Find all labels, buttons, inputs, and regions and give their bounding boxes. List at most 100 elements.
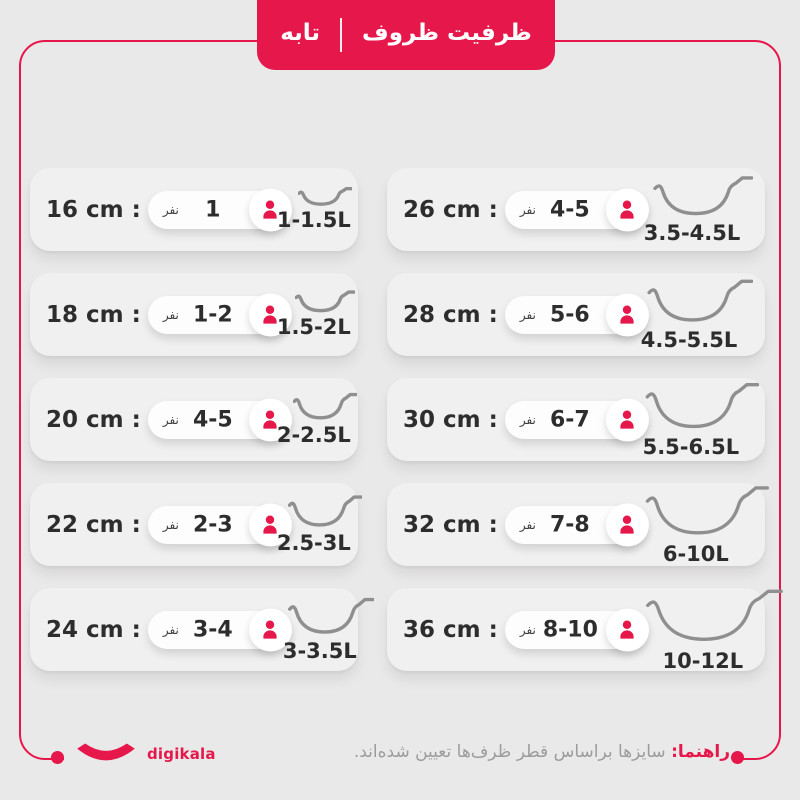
person-icon bbox=[620, 620, 634, 639]
frying-pan-icon bbox=[645, 586, 783, 648]
persons-count: 8-10 bbox=[542, 617, 598, 642]
pan-size-card: 26 cm : نفر 4-5 3.5-4.5L bbox=[387, 168, 765, 251]
diameter-label: 16 cm : bbox=[46, 196, 141, 223]
frame-end-dot-right bbox=[731, 751, 744, 764]
pan-size-card: 22 cm : نفر 2-3 2.5-3L bbox=[30, 483, 358, 566]
persons-pill: نفر 1-2 bbox=[147, 293, 292, 336]
person-badge bbox=[605, 293, 649, 336]
banner-divider bbox=[340, 18, 343, 52]
persons-pill: نفر 1 bbox=[147, 188, 292, 231]
person-badge bbox=[248, 503, 292, 546]
diameter-label: 20 cm : bbox=[46, 406, 141, 433]
pan-capacity: 6-10L bbox=[645, 483, 769, 566]
persons-unit-label: نفر bbox=[519, 307, 536, 322]
diameter-label: 26 cm : bbox=[403, 196, 498, 223]
footer-guide-text: راهنما: سایزها براساس قطر ظرف‌ها تعیین ش… bbox=[354, 742, 730, 762]
persons-pill: نفر 6-7 bbox=[504, 398, 649, 441]
digikala-brand: digikala bbox=[74, 742, 216, 766]
liters-label: 2-2.5L bbox=[276, 423, 351, 447]
frame-end-dot-left bbox=[51, 751, 64, 764]
title-banner: ظرفیت ظروف تابه bbox=[257, 0, 555, 70]
frying-pan-icon bbox=[647, 277, 753, 327]
persons-count: 5-6 bbox=[549, 302, 590, 327]
diameter-label: 32 cm : bbox=[403, 511, 498, 538]
frying-pan-icon bbox=[645, 483, 769, 541]
persons-unit-label: نفر bbox=[162, 622, 179, 637]
diameter-label: 22 cm : bbox=[46, 511, 141, 538]
cards-column-left: 16 cm : نفر 1 1-1.5L 18 cm : نفر 1-2 bbox=[30, 168, 358, 693]
person-badge bbox=[605, 188, 649, 231]
persons-pill: نفر 4-5 bbox=[147, 398, 292, 441]
liters-label: 4.5-5.5L bbox=[640, 328, 738, 352]
persons-unit-label: نفر bbox=[519, 517, 536, 532]
banner-title-capacity: ظرفیت ظروف bbox=[362, 20, 532, 46]
pan-capacity: 1-1.5L bbox=[277, 187, 362, 232]
frying-pan-icon bbox=[288, 494, 362, 530]
pan-capacity: 1.5-2L bbox=[277, 290, 362, 339]
guide-label: راهنما: bbox=[671, 742, 730, 762]
person-badge bbox=[248, 188, 292, 231]
persons-unit-label: نفر bbox=[519, 202, 536, 217]
pan-capacity: 5.5-6.5L bbox=[642, 380, 759, 459]
person-icon bbox=[620, 515, 634, 534]
person-icon bbox=[263, 410, 277, 429]
frying-pan-icon bbox=[653, 174, 753, 220]
diameter-label: 24 cm : bbox=[46, 616, 141, 643]
person-icon bbox=[620, 410, 634, 429]
persons-pill: نفر 2-3 bbox=[147, 503, 292, 546]
persons-pill: نفر 7-8 bbox=[504, 503, 649, 546]
frying-pan-icon bbox=[293, 392, 357, 422]
pan-capacity: 2.5-3L bbox=[277, 494, 362, 555]
frying-pan-icon bbox=[645, 380, 759, 434]
person-icon bbox=[263, 515, 277, 534]
frying-pan-icon bbox=[288, 596, 374, 638]
persons-pill: نفر 8-10 bbox=[504, 608, 649, 651]
persons-count: 1 bbox=[205, 197, 221, 222]
person-icon bbox=[263, 305, 277, 324]
pan-size-card: 32 cm : نفر 7-8 6-10L bbox=[387, 483, 765, 566]
cards-column-right: 26 cm : نفر 4-5 3.5-4.5L 28 cm : نفر 5-6 bbox=[387, 168, 765, 693]
person-icon bbox=[263, 620, 277, 639]
persons-unit-label: نفر bbox=[162, 307, 179, 322]
pan-size-card: 36 cm : نفر 8-10 10-12L bbox=[387, 588, 765, 673]
persons-count: 3-4 bbox=[192, 617, 233, 642]
pan-capacity: 2-2.5L bbox=[277, 392, 362, 447]
pan-capacity: 3.5-4.5L bbox=[644, 174, 753, 245]
liters-label: 2.5-3L bbox=[276, 531, 351, 555]
persons-unit-label: نفر bbox=[519, 412, 536, 427]
diameter-label: 30 cm : bbox=[403, 406, 498, 433]
liters-label: 3-3.5L bbox=[282, 639, 357, 663]
pan-capacity: 4.5-5.5L bbox=[641, 277, 753, 352]
guide-body: سایزها براساس قطر ظرف‌ها تعیین شده‌اند. bbox=[353, 742, 666, 762]
diameter-label: 36 cm : bbox=[403, 616, 498, 643]
persons-unit-label: نفر bbox=[162, 202, 179, 217]
pan-size-card: 20 cm : نفر 4-5 2-2.5L bbox=[30, 378, 358, 461]
person-badge bbox=[605, 503, 649, 546]
person-badge bbox=[248, 293, 292, 336]
diameter-label: 28 cm : bbox=[403, 301, 498, 328]
persons-count: 6-7 bbox=[549, 407, 590, 432]
persons-count: 4-5 bbox=[549, 197, 590, 222]
persons-unit-label: نفر bbox=[162, 517, 179, 532]
person-badge bbox=[605, 608, 649, 651]
frying-pan-icon bbox=[295, 290, 355, 314]
persons-count: 4-5 bbox=[192, 407, 233, 432]
persons-unit-label: نفر bbox=[519, 622, 536, 637]
pan-capacity: 10-12L bbox=[645, 586, 783, 673]
liters-label: 10-12L bbox=[662, 649, 744, 673]
liters-label: 1-1.5L bbox=[276, 208, 351, 232]
person-icon bbox=[620, 200, 634, 219]
pan-size-card: 28 cm : نفر 5-6 4.5-5.5L bbox=[387, 273, 765, 356]
persons-count: 1-2 bbox=[192, 302, 233, 327]
persons-count: 2-3 bbox=[192, 512, 233, 537]
person-badge bbox=[248, 608, 292, 651]
pan-size-card: 18 cm : نفر 1-2 1.5-2L bbox=[30, 273, 358, 356]
persons-pill: نفر 4-5 bbox=[504, 188, 649, 231]
digikala-smile-logo-icon bbox=[77, 743, 135, 761]
person-icon bbox=[620, 305, 634, 324]
persons-pill: نفر 5-6 bbox=[504, 293, 649, 336]
digikala-wordmark: digikala bbox=[147, 745, 216, 763]
liters-label: 5.5-6.5L bbox=[642, 435, 740, 459]
person-badge bbox=[605, 398, 649, 441]
